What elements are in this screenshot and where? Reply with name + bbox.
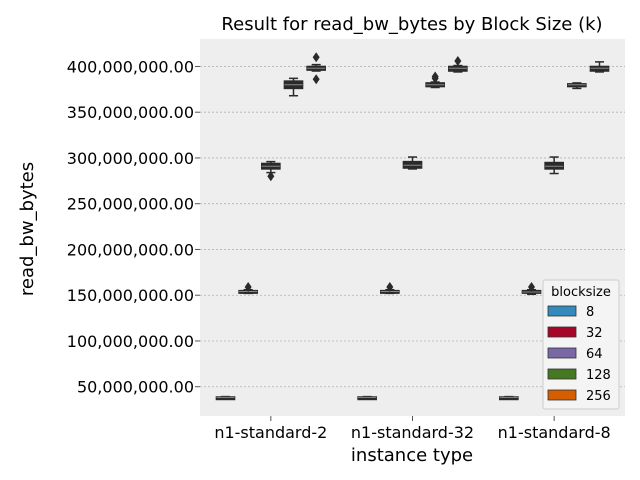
x-tick-label: n1-standard-32	[351, 423, 474, 442]
outlier-point	[431, 73, 439, 84]
x-tick-label: n1-standard-2	[214, 423, 327, 442]
box-64-n1-standard-8	[544, 156, 564, 175]
outlier-point	[312, 74, 320, 85]
box-8-n1-standard-2	[215, 395, 236, 401]
chart-title: Result for read_bw_bytes by Block Size (…	[221, 14, 602, 35]
legend-label-256: 256	[586, 389, 611, 404]
x-tick-label: n1-standard-8	[498, 423, 611, 442]
box-32-n1-standard-8	[521, 281, 542, 296]
outlier-point	[454, 55, 462, 66]
y-axis-label: read_bw_bytes	[17, 162, 38, 296]
legend-label-64: 64	[586, 347, 603, 362]
box-64-n1-standard-2	[261, 160, 281, 182]
box-256-n1-standard-32	[448, 55, 468, 73]
box-256-n1-standard-8	[589, 61, 610, 73]
box-32-n1-standard-32	[380, 281, 400, 295]
legend-label-32: 32	[586, 326, 603, 341]
y-tick-label: 300,000,000.00	[67, 149, 194, 168]
y-tick-label: 150,000,000.00	[67, 286, 194, 305]
y-tick-label: 50,000,000.00	[77, 378, 194, 397]
plot-area	[200, 39, 625, 416]
box-series	[215, 52, 610, 401]
box-32-n1-standard-2	[238, 281, 258, 295]
outlier-point	[267, 171, 275, 182]
y-tick-label: 400,000,000.00	[67, 57, 194, 76]
x-axis: n1-standard-2 n1-standard-32 n1-standard-8	[214, 416, 611, 442]
box-128-n1-standard-2	[283, 77, 304, 97]
legend-swatch-256	[547, 389, 577, 401]
outlier-point	[386, 281, 394, 292]
y-axis: 50,000,000.00 100,000,000.00 150,000,000.0…	[67, 57, 200, 397]
box-128-n1-standard-8	[567, 82, 587, 90]
y-tick-label: 200,000,000.00	[67, 240, 194, 259]
outlier-point	[528, 281, 535, 292]
box-8-n1-standard-8	[499, 395, 519, 401]
legend-swatch-8	[547, 305, 577, 317]
box-128-n1-standard-32	[425, 71, 445, 89]
legend: blocksize 8 32 64 128 256	[542, 279, 620, 410]
outlier-point	[244, 281, 252, 292]
legend-swatch-128	[547, 368, 577, 380]
x-axis-label: instance type	[351, 445, 473, 466]
legend-swatch-32	[547, 326, 577, 338]
box-8-n1-standard-32	[357, 395, 377, 401]
legend-label-8: 8	[586, 305, 594, 320]
y-tick-label: 100,000,000.00	[67, 332, 194, 351]
y-tick-label: 350,000,000.00	[67, 103, 194, 122]
box-256-n1-standard-2	[306, 52, 326, 85]
box-64-n1-standard-32	[402, 156, 423, 170]
legend-label-128: 128	[586, 368, 611, 383]
y-tick-label: 250,000,000.00	[67, 195, 194, 214]
outlier-point	[312, 52, 320, 63]
legend-swatch-64	[547, 347, 577, 359]
legend-title: blocksize	[551, 285, 611, 300]
